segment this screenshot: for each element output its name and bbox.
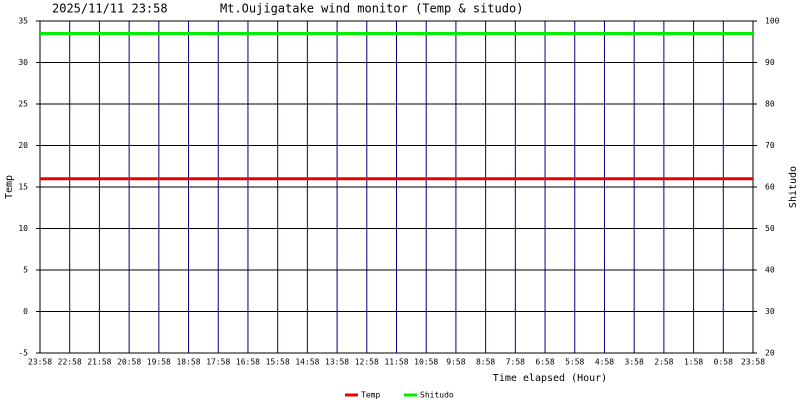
- x-tick-label: 7:58: [506, 358, 525, 367]
- x-tick-label: 19:58: [147, 358, 171, 367]
- x-tick-label: 23:58: [28, 358, 52, 367]
- y-tick-label: 15: [18, 183, 28, 192]
- x-tick-label: 6:58: [535, 358, 554, 367]
- y2-tick-label: 40: [765, 266, 775, 275]
- x-tick-label: 8:58: [476, 358, 495, 367]
- x-tick-label: 10:58: [414, 358, 438, 367]
- y-tick-label: 5: [23, 266, 28, 275]
- x-tick-label: 4:58: [595, 358, 614, 367]
- x-tick-label: 5:58: [565, 358, 584, 367]
- x-tick-label: 23:58: [741, 358, 765, 367]
- y2-tick-label: 30: [765, 307, 775, 316]
- x-tick-label: 18:58: [176, 358, 200, 367]
- x-tick-label: 16:58: [236, 358, 260, 367]
- y-tick-label: 10: [18, 224, 28, 233]
- y-tick-label: 30: [18, 58, 28, 67]
- y-tick-label: 20: [18, 141, 28, 150]
- x-tick-label: 11:58: [384, 358, 408, 367]
- x-tick-label: 21:58: [87, 358, 111, 367]
- x-tick-label: 20:58: [117, 358, 141, 367]
- legend-label: Temp: [361, 391, 380, 400]
- y2-tick-label: 100: [765, 17, 780, 26]
- y2-tick-label: 70: [765, 141, 775, 150]
- x-tick-label: 2:58: [654, 358, 673, 367]
- x-tick-label: 15:58: [266, 358, 290, 367]
- x-tick-label: 17:58: [206, 358, 230, 367]
- timestamp: 2025/11/11 23:58: [52, 2, 168, 16]
- y2-tick-label: 80: [765, 100, 775, 109]
- x-tick-label: 22:58: [58, 358, 82, 367]
- y-tick-label: -5: [18, 349, 28, 358]
- y2-tick-label: 90: [765, 58, 775, 67]
- y2-tick-label: 50: [765, 224, 775, 233]
- x-tick-label: 0:58: [714, 358, 733, 367]
- chart-title: Mt.Oujigatake wind monitor (Temp & situd…: [220, 2, 523, 16]
- y2-tick-label: 60: [765, 183, 775, 192]
- x-tick-label: 14:58: [295, 358, 319, 367]
- plot-frame: [39, 20, 754, 354]
- x-tick-label: 13:58: [325, 358, 349, 367]
- y-axis-label: Temp: [4, 175, 15, 199]
- y-tick-label: 0: [23, 307, 28, 316]
- x-tick-label: 1:58: [684, 358, 703, 367]
- x-tick-label: 12:58: [355, 358, 379, 367]
- x-axis-label: Time elapsed (Hour): [493, 373, 607, 384]
- y-tick-label: 25: [18, 100, 28, 109]
- y2-axis-label: Shitudo: [788, 166, 799, 208]
- y2-tick-label: 20: [765, 349, 775, 358]
- x-tick-label: 3:58: [625, 358, 644, 367]
- y-tick-label: 35: [18, 17, 28, 26]
- x-tick-label: 9:58: [446, 358, 465, 367]
- legend-label: Shitudo: [420, 391, 454, 400]
